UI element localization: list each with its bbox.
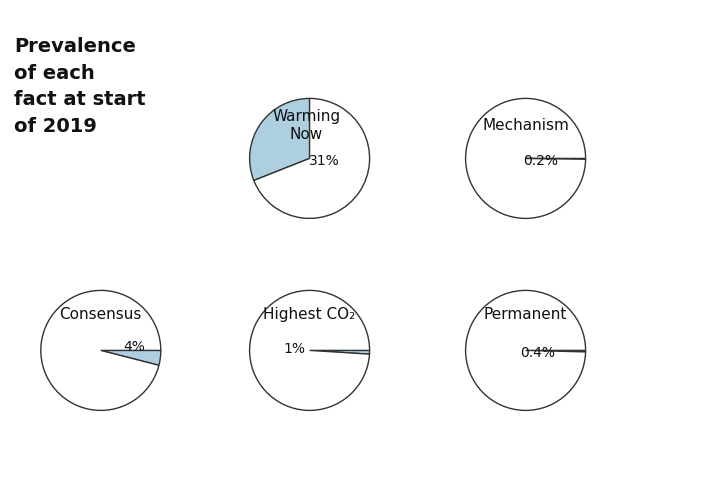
Wedge shape [526,158,585,159]
Text: 31%: 31% [309,155,340,168]
Wedge shape [250,98,310,180]
Text: 0.2%: 0.2% [523,155,558,168]
Text: Highest CO₂: Highest CO₂ [264,307,356,322]
Wedge shape [466,98,585,218]
Text: 4%: 4% [123,340,145,354]
Wedge shape [41,290,161,410]
Text: Mechanism: Mechanism [482,118,569,133]
Wedge shape [254,98,369,218]
Wedge shape [310,350,369,354]
Wedge shape [101,350,161,365]
Wedge shape [250,290,369,410]
Wedge shape [466,290,585,410]
Text: Prevalence
of each
fact at start
of 2019: Prevalence of each fact at start of 2019 [14,37,146,136]
Text: 0.4%: 0.4% [520,347,555,360]
Text: 1%: 1% [284,342,305,356]
Text: Warming
Now: Warming Now [273,109,341,142]
Text: Permanent: Permanent [484,307,567,322]
Text: Consensus: Consensus [60,307,142,322]
Wedge shape [526,350,585,352]
